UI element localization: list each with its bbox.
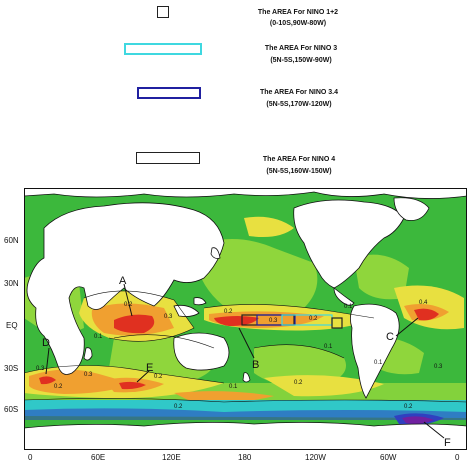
marker-d: D	[42, 337, 50, 349]
nino34-box	[256, 314, 296, 326]
marker-b: B	[252, 359, 259, 371]
nino4-range: (5N-5S,160W-150W)	[266, 168, 332, 175]
contour-label: 0.3	[434, 364, 443, 370]
contour-label: 0.2	[54, 384, 63, 390]
contour-labels: 0.2 0.3 0.1 0.2 0.3 0.2 0.1 0.4 0.3 0.2 …	[36, 300, 443, 410]
lon-label-0-left: 0	[28, 453, 33, 462]
lat-label-eq: EQ	[6, 321, 18, 330]
marker-f: F	[444, 437, 451, 449]
nino3-range: (5N-5S,150W-90W)	[270, 57, 332, 64]
contour-label: 0.3	[84, 372, 93, 378]
nino34-title: The AREA For NINO 3.4	[259, 89, 339, 96]
contour-label: 0.2	[309, 316, 318, 322]
hotspot-b	[214, 316, 259, 326]
contour-label: 0.2	[124, 302, 133, 308]
contour-label: 0.1	[94, 334, 103, 340]
north-america	[293, 199, 405, 289]
contour-label: 0.1	[344, 304, 353, 310]
australia	[173, 332, 230, 371]
nino12-range: (0-10S,90W-80W)	[269, 20, 327, 27]
hotspot-e	[119, 381, 146, 390]
contour-label: 0.3	[269, 318, 278, 324]
nino34-swatch	[137, 87, 201, 99]
contour-label: 0.2	[404, 404, 413, 410]
contour-label: 0.4	[419, 300, 428, 306]
marker-e: E	[146, 362, 153, 374]
lat-label-60s: 60S	[4, 405, 19, 414]
markers: A B C D E F	[42, 275, 451, 449]
lon-label-120w: 120W	[305, 453, 326, 462]
nino3-swatch	[124, 43, 202, 55]
contour-label: 0.3	[164, 314, 173, 320]
hotspot-c	[414, 308, 439, 321]
contour-label: 0.3	[36, 366, 45, 372]
nino4-title: The AREA For NINO 4	[262, 156, 336, 163]
lat-label-30n: 30N	[4, 279, 19, 288]
hotspot-a	[114, 314, 155, 334]
nino12-swatch	[157, 6, 169, 18]
lon-label-60w: 60W	[380, 453, 397, 462]
map-frame	[24, 188, 467, 450]
nino12-box	[331, 317, 343, 329]
red-hotspots	[39, 308, 439, 390]
lon-label-180: 180	[238, 453, 252, 462]
global-map: 0.2 0.3 0.1 0.2 0.3 0.2 0.1 0.4 0.3 0.2 …	[24, 188, 467, 450]
nino3-title: The AREA For NINO 3	[264, 45, 338, 52]
contour-label: 0.2	[224, 309, 233, 315]
arctic	[24, 188, 467, 199]
lon-label-0-right: 0	[455, 453, 460, 462]
southern-ocean-band	[24, 400, 467, 426]
contour-label: 0.2	[294, 380, 303, 386]
lat-label-60n: 60N	[4, 236, 19, 245]
south-america	[350, 303, 400, 399]
contour-label: 0.2	[174, 404, 183, 410]
lon-label-120e: 120E	[162, 453, 181, 462]
greenland	[393, 197, 430, 221]
lon-label-60e: 60E	[91, 453, 106, 462]
nino-boxes	[241, 314, 343, 329]
contour-label: 0.1	[374, 360, 383, 366]
nino4-swatch	[136, 152, 200, 164]
marker-a: A	[119, 275, 127, 287]
lat-label-30s: 30S	[4, 364, 19, 373]
antarctica	[24, 422, 467, 450]
nino12-title: The AREA For NINO 1+2	[257, 9, 339, 16]
contour-label: 0.1	[229, 384, 238, 390]
marker-c: C	[386, 331, 394, 343]
nino-legend: The AREA For NINO 1+2 (0-10S,90W-80W) Th…	[0, 0, 474, 188]
nino34-range: (5N-5S,170W-120W)	[266, 101, 332, 108]
hotspot-d	[39, 376, 56, 385]
contour-label: 0.2	[154, 374, 163, 380]
contour-label: 0.1	[324, 344, 333, 350]
